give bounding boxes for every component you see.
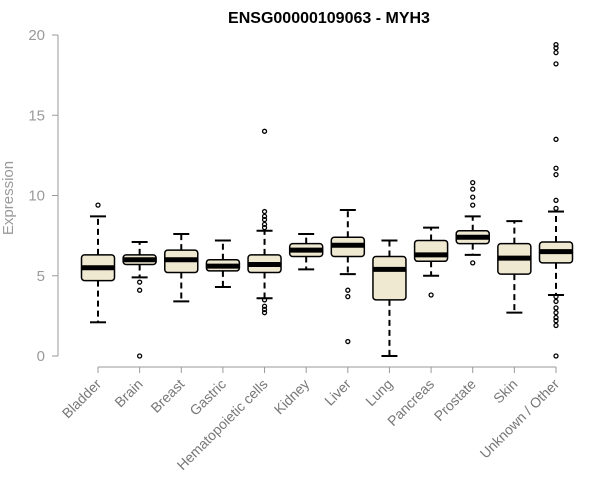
outlier-point <box>553 305 559 311</box>
outlier-point <box>261 297 268 303</box>
outlier-point <box>553 165 559 171</box>
outlier-point <box>136 287 143 293</box>
axis-layer: 0 5 10 15 20 <box>28 27 557 373</box>
x-tick-label: Kidney <box>271 376 313 418</box>
y-tick-label: 15 <box>28 107 45 124</box>
outlier-point <box>261 208 268 215</box>
outlier-point <box>470 194 476 200</box>
outlier-point <box>261 303 268 309</box>
outlier-point <box>136 353 143 359</box>
outlier-point <box>261 310 268 316</box>
box-group <box>205 239 241 288</box>
x-tick-label: Bladder <box>59 376 105 422</box>
outlier-point <box>553 61 559 67</box>
outlier-point <box>553 136 559 142</box>
outlier-point <box>345 293 351 300</box>
outlier-point <box>470 186 476 192</box>
y-tick-label: 0 <box>37 348 45 365</box>
box <box>413 239 449 263</box>
x-tick-label: Breast <box>147 376 187 416</box>
box-group <box>164 233 199 303</box>
outlier-point <box>345 338 351 345</box>
box-group <box>372 239 407 357</box>
outlier-point <box>553 41 559 48</box>
box-layer <box>80 41 574 359</box>
x-tick-label: Skin <box>490 376 521 407</box>
y-tick-label: 5 <box>37 268 45 285</box>
box-group <box>80 202 116 324</box>
outlier-point <box>261 213 268 220</box>
x-tick-label: Prostate <box>431 376 479 424</box>
outlier-point <box>553 318 559 324</box>
outlier-point <box>261 216 268 223</box>
box-group <box>247 128 282 316</box>
chart-title: ENSG00000109063 - MYH3 <box>228 10 430 27</box>
box-group <box>413 226 449 298</box>
outlier-point <box>470 202 476 208</box>
box-group <box>455 180 490 266</box>
y-tick-label: 20 <box>28 27 45 44</box>
outlier-point <box>553 197 559 203</box>
box-group <box>288 233 324 271</box>
outlier-point <box>428 292 434 298</box>
x-tick-label: Brain <box>111 376 145 410</box>
outlier-point <box>136 279 143 285</box>
x-tick-label: Liver <box>321 376 354 409</box>
outlier-point <box>470 260 476 266</box>
box <box>372 255 407 301</box>
outlier-point <box>553 322 559 329</box>
box-group <box>122 241 157 359</box>
outlier-point <box>553 310 559 316</box>
outlier-point <box>261 221 268 228</box>
outlier-point <box>261 128 268 134</box>
outlier-point <box>470 180 476 186</box>
y-axis-label: Expression <box>0 161 17 235</box>
outlier-point <box>553 205 559 211</box>
outlier-point <box>553 293 559 300</box>
outlier-point <box>553 45 559 51</box>
outlier-point <box>553 171 559 178</box>
outlier-point <box>553 314 559 321</box>
box-group <box>330 208 366 345</box>
x-tick-label: Lung <box>362 376 395 409</box>
box-group <box>497 220 532 314</box>
box-group <box>538 41 574 359</box>
outlier-point <box>553 50 559 56</box>
outlier-point <box>261 224 268 231</box>
outlier-point <box>95 202 101 208</box>
outlier-point <box>261 306 268 313</box>
outlier-point <box>553 298 559 305</box>
outlier-point <box>553 353 559 359</box>
x-tick-label: Unknown / Other <box>477 376 563 462</box>
outlier-point <box>345 287 351 293</box>
y-tick-label: 10 <box>28 188 45 205</box>
